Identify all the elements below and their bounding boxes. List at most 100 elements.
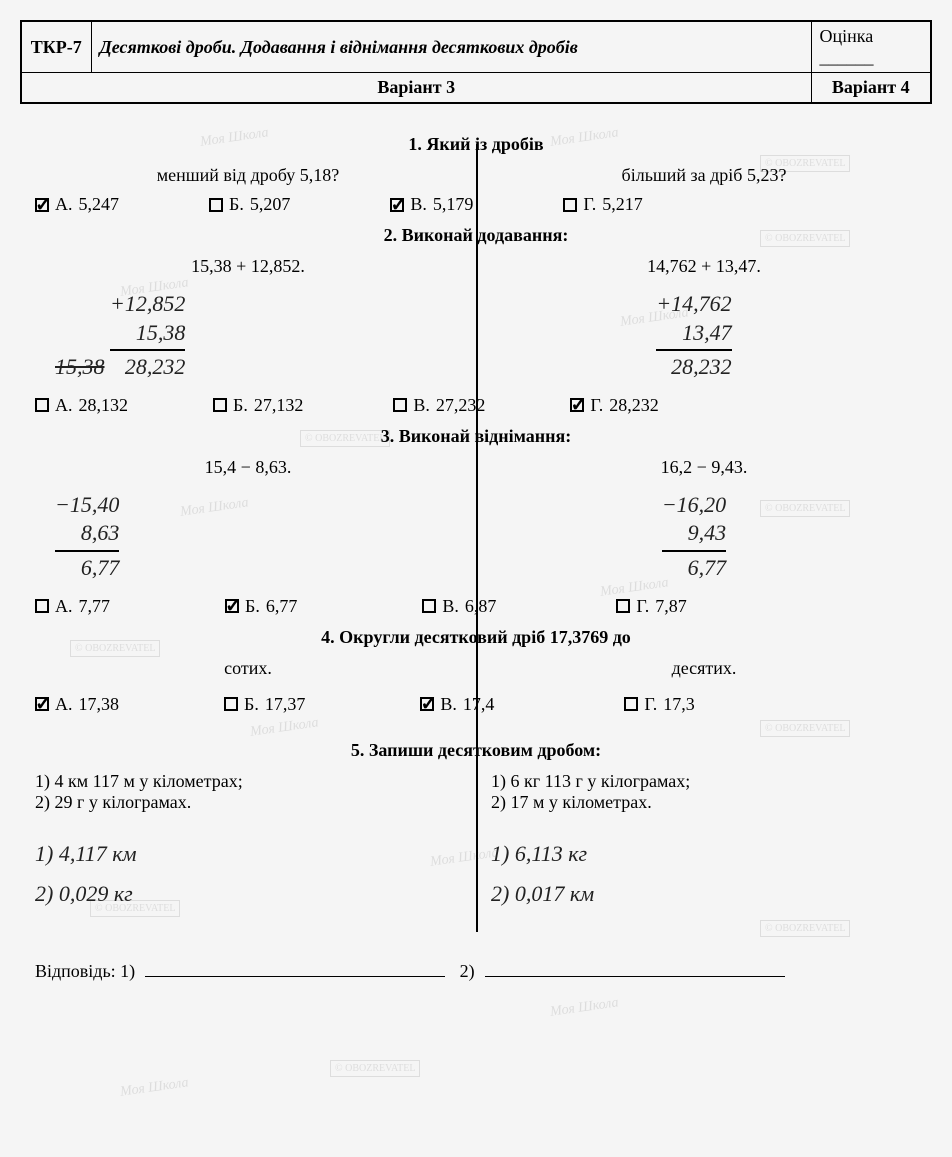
q2-choice-d: Г. 28,232 (570, 395, 658, 416)
q4-left-prompt: сотих. (20, 658, 476, 679)
calc-line: 13,47 (656, 319, 731, 348)
checkbox-icon[interactable] (35, 697, 49, 711)
task-text: 1) 6 кг 113 г у кілограмах; (491, 771, 917, 792)
checkbox-icon[interactable] (209, 198, 223, 212)
q2-right-expr: 14,762 + 13,47. (476, 256, 932, 277)
choice-letter: Б. (233, 395, 248, 416)
grade-cell: Оцінка ______ (811, 21, 931, 73)
q3-left-work: −15,40 8,63 6,77 (40, 491, 476, 583)
checkbox-icon[interactable] (213, 398, 227, 412)
variant-left: Варіант 3 (21, 73, 811, 104)
answer-line: Відповідь: 1) 2) (20, 961, 932, 982)
choice-value: 5,179 (433, 194, 474, 215)
q2-choice-b: Б. 27,132 (213, 395, 303, 416)
choice-value: 17,3 (663, 694, 695, 715)
choice-letter: Г. (583, 194, 596, 215)
q4-choice-c: В. 17,4 (420, 694, 494, 715)
q3-right-work: −16,20 9,43 6,77 (476, 491, 912, 583)
checkbox-icon[interactable] (616, 599, 630, 613)
checkbox-icon[interactable] (35, 198, 49, 212)
calc-result: 6,77 (55, 554, 119, 583)
answer-text: 1) 4,117 км (35, 840, 461, 869)
choice-letter: Б. (229, 194, 244, 215)
calc-result: 28,232 (656, 353, 731, 382)
task-text: 2) 29 г у кілограмах. (35, 792, 461, 813)
calc-line: 15,38 (110, 319, 185, 348)
choice-letter: В. (413, 395, 430, 416)
answer-text: 1) 6,113 кг (491, 840, 917, 869)
calc-result: 6,77 (662, 554, 726, 583)
calc-line: −15,40 (55, 491, 119, 520)
choice-letter: В. (440, 694, 457, 715)
worksheet-title: Десяткові дроби. Додавання і віднімання … (91, 21, 811, 73)
checkbox-icon[interactable] (624, 697, 638, 711)
center-divider (476, 144, 478, 932)
checkbox-icon[interactable] (420, 697, 434, 711)
checkbox-icon[interactable] (35, 398, 49, 412)
q5-right-tasks: 1) 6 кг 113 г у кілограмах; 2) 17 м у кі… (476, 771, 932, 813)
checkbox-icon[interactable] (225, 599, 239, 613)
choice-value: 17,37 (265, 694, 306, 715)
task-text: 1) 4 км 117 м у кілометрах; (35, 771, 461, 792)
answer-n2: 2) (460, 961, 475, 981)
checkbox-icon[interactable] (390, 198, 404, 212)
choice-letter: А. (55, 395, 73, 416)
q3-choice-d: Г. 7,87 (616, 596, 686, 617)
choice-value: 7,87 (655, 596, 687, 617)
choice-letter: А. (55, 694, 73, 715)
q5-right-answers: 1) 6,113 кг 2) 0,017 км (476, 828, 932, 921)
choice-letter: А. (55, 194, 73, 215)
choice-letter: Г. (590, 395, 603, 416)
q1-choice-d: Г. 5,217 (563, 194, 642, 215)
choice-letter: Г. (636, 596, 649, 617)
checkbox-icon[interactable] (224, 697, 238, 711)
task-text: 2) 17 м у кілометрах. (491, 792, 917, 813)
choice-letter: Г. (644, 694, 657, 715)
answer-label: Відповідь: (35, 961, 116, 981)
answer-n1: 1) (120, 961, 135, 981)
choice-value: 6,77 (266, 596, 298, 617)
checkbox-icon[interactable] (563, 198, 577, 212)
q1-left-prompt: менший від дробу 5,18? (20, 165, 476, 186)
checkbox-icon[interactable] (35, 599, 49, 613)
q5-left-tasks: 1) 4 км 117 м у кілометрах; 2) 29 г у кі… (20, 771, 476, 813)
choice-letter: В. (442, 596, 459, 617)
choice-value: 5,207 (250, 194, 291, 215)
checkbox-icon[interactable] (570, 398, 584, 412)
q4-right-prompt: десятих. (476, 658, 932, 679)
checkbox-icon[interactable] (422, 599, 436, 613)
q2-left-expr: 15,38 + 12,852. (20, 256, 476, 277)
watermark-badge: © OBOZREVATEL (330, 1060, 420, 1077)
q4-choice-d: Г. 17,3 (624, 694, 694, 715)
q3-choice-a: А. 7,77 (35, 596, 110, 617)
q4-choice-a: А. 17,38 (35, 694, 119, 715)
q2-right-work: +14,762 13,47 28,232 (476, 290, 912, 382)
q1-choice-c: В. 5,179 (390, 194, 473, 215)
q2-choice-a: А. 28,132 (35, 395, 128, 416)
q3-left-expr: 15,4 − 8,63. (20, 457, 476, 478)
q3-choice-b: Б. 6,77 (225, 596, 297, 617)
content-area: 1. Який із дробів менший від дробу 5,18?… (20, 114, 932, 992)
grade-label: Оцінка (820, 26, 874, 46)
watermark: Моя Школа (549, 995, 619, 1020)
watermark: Моя Школа (119, 1075, 189, 1100)
choice-letter: В. (410, 194, 427, 215)
q4-choice-b: Б. 17,37 (224, 694, 305, 715)
q2-choice-c: В. 27,232 (393, 395, 485, 416)
choice-value: 27,132 (254, 395, 304, 416)
choice-value: 28,232 (609, 395, 659, 416)
choice-value: 17,38 (79, 694, 120, 715)
choice-value: 5,247 (79, 194, 120, 215)
choice-letter: Б. (245, 596, 260, 617)
checkbox-icon[interactable] (393, 398, 407, 412)
variant-right: Варіант 4 (811, 73, 931, 104)
header-table: ТКР-7 Десяткові дроби. Додавання і відні… (20, 20, 932, 104)
struck-text: 15,38 (55, 354, 105, 379)
calc-line: +12,852 (110, 290, 185, 319)
choice-value: 28,132 (79, 395, 129, 416)
calc-line: −16,20 (662, 491, 726, 520)
choice-value: 17,4 (463, 694, 495, 715)
choice-value: 7,77 (79, 596, 111, 617)
q1-right-prompt: більший за дріб 5,23? (476, 165, 932, 186)
q1-choice-b: Б. 5,207 (209, 194, 290, 215)
